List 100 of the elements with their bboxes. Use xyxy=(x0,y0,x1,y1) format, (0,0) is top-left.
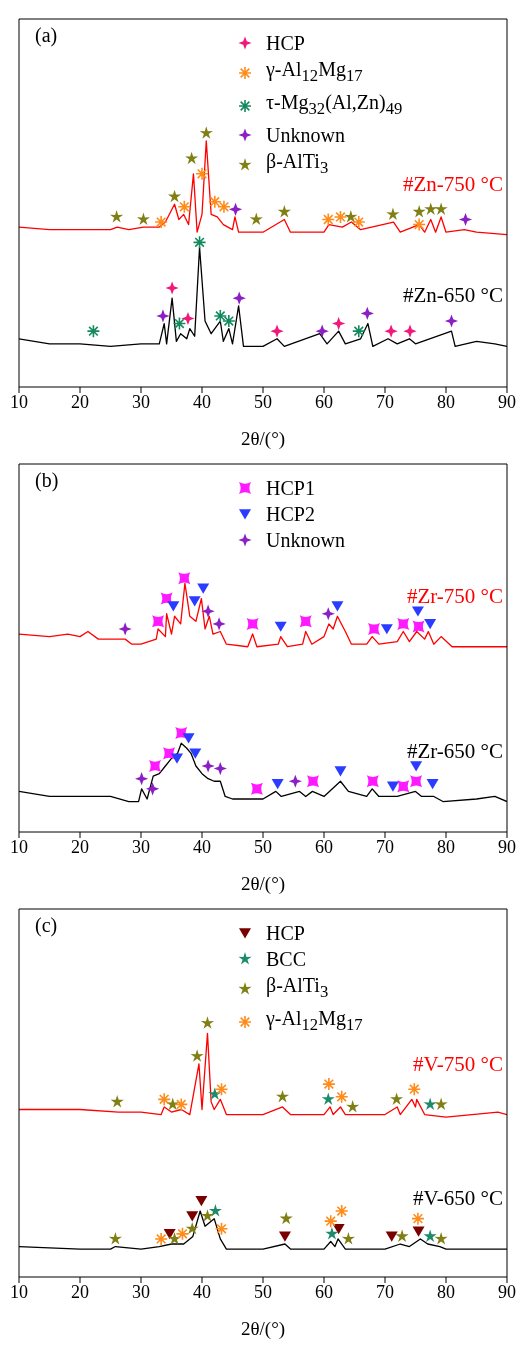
point xyxy=(270,324,284,338)
point xyxy=(188,596,201,607)
point xyxy=(186,1211,199,1222)
point xyxy=(411,1211,425,1226)
x-tick-label: 70 xyxy=(376,1281,394,1302)
point xyxy=(277,204,291,218)
point xyxy=(86,324,101,338)
point xyxy=(279,1211,293,1225)
point xyxy=(118,622,132,636)
legend-label: τ-Mg$_{32}$(Al,Zn)$_{49}$ xyxy=(266,90,403,120)
point xyxy=(149,760,162,773)
point xyxy=(200,1209,215,1222)
x-tick-label: 70 xyxy=(376,836,394,857)
point xyxy=(200,1016,215,1029)
x-tick-label: 80 xyxy=(437,836,455,857)
point xyxy=(166,1097,180,1110)
point xyxy=(380,624,393,635)
point xyxy=(275,1089,290,1103)
point xyxy=(214,1082,229,1096)
point xyxy=(321,607,335,621)
x-tick-label: 60 xyxy=(315,1281,333,1302)
point xyxy=(397,617,410,630)
point xyxy=(332,316,346,331)
point xyxy=(390,1092,404,1105)
point xyxy=(334,766,347,777)
point xyxy=(386,207,400,220)
point xyxy=(346,1100,360,1113)
point xyxy=(214,1221,229,1236)
point xyxy=(410,775,423,788)
point xyxy=(444,314,459,328)
x-tick-label: 50 xyxy=(254,1281,272,1302)
text: (c) xyxy=(35,914,58,937)
point xyxy=(157,1092,171,1107)
point xyxy=(321,1092,335,1105)
point xyxy=(386,781,399,792)
x-tick-label: 40 xyxy=(193,391,211,412)
legend-label: γ-Al$_{12}$Mg$_{17}$ xyxy=(266,1006,363,1036)
point xyxy=(145,782,160,796)
point xyxy=(177,200,192,214)
point xyxy=(351,324,366,338)
x-tick-label: 80 xyxy=(437,1281,455,1302)
point xyxy=(332,1223,345,1235)
point xyxy=(434,1232,448,1245)
point xyxy=(201,759,215,773)
legend-label: β-AlTi$_{3}$ xyxy=(266,149,329,179)
point xyxy=(412,217,426,232)
point xyxy=(411,606,424,617)
point xyxy=(154,1232,168,1246)
legend-label: HCP xyxy=(266,921,305,946)
point xyxy=(110,210,124,223)
point xyxy=(426,778,439,790)
text: (b) xyxy=(35,469,59,492)
point xyxy=(175,1227,190,1241)
point xyxy=(172,316,187,331)
point xyxy=(154,215,168,229)
point xyxy=(360,306,374,320)
point xyxy=(195,1196,208,1207)
legend-label: Unknown xyxy=(266,528,345,553)
x-tick-label: 90 xyxy=(498,391,516,412)
point xyxy=(249,212,263,226)
point xyxy=(181,311,195,326)
point xyxy=(212,617,226,631)
x-axis-title: 2θ/(°) xyxy=(240,428,286,450)
point xyxy=(182,733,195,744)
point xyxy=(331,601,344,612)
point xyxy=(185,151,199,165)
point xyxy=(325,1226,339,1240)
point xyxy=(424,202,438,215)
x-tick-label: 90 xyxy=(498,836,516,857)
point xyxy=(178,572,191,585)
point xyxy=(246,617,259,630)
point xyxy=(423,1229,437,1242)
x-tick-label: 10 xyxy=(10,391,28,412)
text: (a) xyxy=(35,24,58,47)
x-tick-label: 60 xyxy=(315,391,333,412)
point xyxy=(315,324,329,338)
point xyxy=(366,775,379,788)
point xyxy=(208,194,222,209)
point xyxy=(165,281,179,295)
series-label: #Zr-750 °C xyxy=(406,583,503,608)
point xyxy=(395,1229,409,1242)
point xyxy=(274,621,287,632)
x-tick-label: 60 xyxy=(315,836,333,857)
x-tick-label: 70 xyxy=(376,391,394,412)
point xyxy=(278,1231,291,1242)
point xyxy=(167,601,180,612)
point xyxy=(222,314,236,328)
point xyxy=(424,619,437,630)
point xyxy=(397,780,410,793)
point xyxy=(407,1082,422,1096)
point xyxy=(197,583,210,594)
point xyxy=(195,167,209,181)
legend-label: BCC xyxy=(266,947,307,972)
point xyxy=(163,747,176,760)
point xyxy=(190,1049,204,1062)
point xyxy=(323,1214,338,1228)
legend-label: HCP2 xyxy=(266,502,315,527)
point xyxy=(307,775,320,788)
x-tick-label: 10 xyxy=(10,1281,28,1302)
x-tick-label: 30 xyxy=(132,391,150,412)
